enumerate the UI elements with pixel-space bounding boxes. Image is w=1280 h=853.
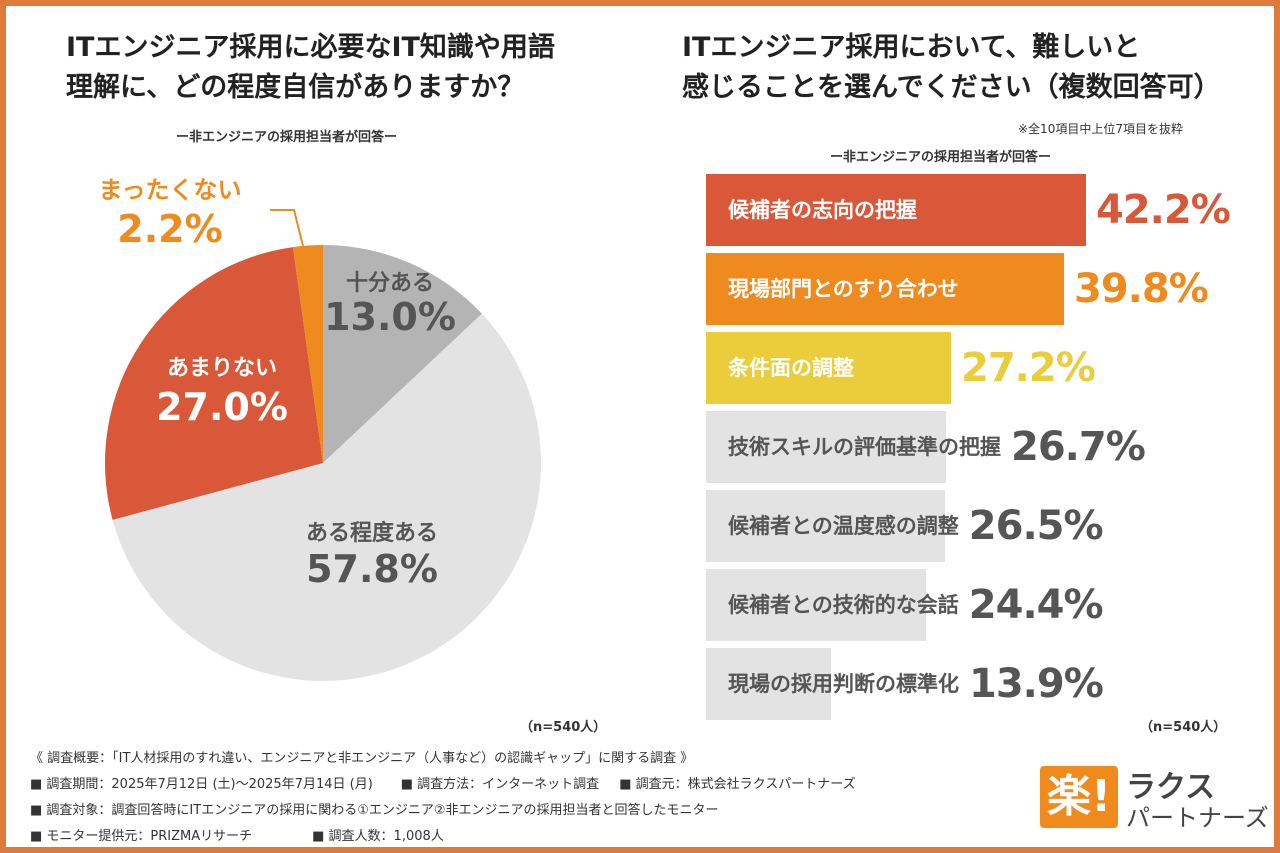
pie-value-3: 27.0% <box>156 385 288 429</box>
survey-period: ■ 調査期間：2025年7月12日 (土)〜2025年7月14日 (月) <box>30 777 373 792</box>
bar-label-2: 現場部門とのすり合わせ <box>728 277 959 301</box>
pie-slice-3 <box>105 247 323 520</box>
bar-label-4: 技術スキルの評価基準の把握 <box>728 435 1001 459</box>
survey-row-3: ■ モニター提供元：PRIZMAリサーチ ■ 調査人数：1,008人 <box>30 824 856 850</box>
bar-6 <box>706 569 926 641</box>
bar-chart-title: ITエンジニア採用において、難しいと 感じることを選んでください（複数回答可） <box>682 28 1221 108</box>
bar-5 <box>706 490 945 562</box>
bar-7 <box>706 648 831 720</box>
bar-3 <box>706 332 951 404</box>
logo-text-line2: パートナーズ <box>1126 804 1269 832</box>
pie-label-2: ある程度ある <box>306 520 438 546</box>
bar-title-line1: ITエンジニア採用において、難しいと <box>682 32 1141 63</box>
bar-label-5: 候補者との温度感の調整 <box>728 514 959 538</box>
pie-slice-4 <box>292 245 323 463</box>
bar-value-4: 26.7% <box>1011 424 1146 470</box>
pie-label-3: あまりない <box>167 356 277 381</box>
bar-row: 条件面の調整 27.2% <box>706 332 1266 404</box>
bar-value-7: 13.9% <box>969 661 1104 707</box>
bar-1 <box>706 174 1086 246</box>
pie-title-line2: 理解に、どの程度自信がありますか？ <box>66 72 525 103</box>
bar-sample-size: （n=540人） <box>1140 720 1227 735</box>
bar-label-7: 現場の採用判断の標準化 <box>728 672 959 696</box>
bar-label-1: 候補者の志向の把握 <box>728 198 917 222</box>
survey-overview: 《 調査概要：「IT人材採用のすれ違い、エンジニアと非エンジニア（人事など）の認… <box>30 746 856 850</box>
pie-label-4: まったくない <box>98 176 241 204</box>
bar-row: 候補者の志向の把握 42.2% <box>706 174 1266 246</box>
pie-slice-2 <box>112 313 541 681</box>
bar-row: 現場の採用判断の標準化 13.9% <box>706 648 1266 720</box>
survey-row-1: ■ 調査期間：2025年7月12日 (土)〜2025年7月14日 (月) ■ 調査… <box>30 772 856 798</box>
pie-label-1: 十分ある <box>346 271 434 296</box>
bar-chart-subtitle: ー非エンジニアの採用担当者が回答ー <box>830 150 1052 165</box>
rakus-partners-logo: 楽! ラクス パートナーズ <box>1040 762 1269 832</box>
survey-monitor: ■ モニター提供元：PRIZMAリサーチ <box>30 829 253 844</box>
pie-leader-line <box>270 209 304 247</box>
bar-4 <box>706 411 946 483</box>
survey-count: ■ 調査人数：1,008人 <box>312 829 444 844</box>
survey-target: ■ 調査対象：調査回答時にITエンジニアの採用に関わる①エンジニア②非エンジニア… <box>30 803 719 818</box>
bar-row: 技術スキルの評価基準の把握 26.7% <box>706 411 1266 483</box>
pie-chart-subtitle: ー非エンジニアの採用担当者が回答ー <box>176 130 398 145</box>
bar-label-6: 候補者との技術的な会話 <box>728 593 959 617</box>
survey-source: ■ 調査元：株式会社ラクスパートナーズ <box>619 777 856 792</box>
survey-method: ■ 調査方法：インターネット調査 <box>400 777 600 792</box>
bar-row: 候補者との技術的な会話 24.4% <box>706 569 1266 641</box>
logo-text-line1: ラクス <box>1126 770 1216 805</box>
bar-row: 候補者との温度感の調整 26.5% <box>706 490 1266 562</box>
logo-mark: 楽! <box>1040 766 1118 828</box>
bar-label-3: 条件面の調整 <box>728 356 854 380</box>
pie-value-1: 13.0% <box>324 295 456 339</box>
pie-title-line1: ITエンジニア採用に必要なIT知識や用語 <box>66 32 555 63</box>
bar-title-line2: 感じることを選んでください（複数回答可） <box>682 72 1221 103</box>
pie-chart-title: ITエンジニア採用に必要なIT知識や用語 理解に、どの程度自信がありますか？ <box>66 28 555 108</box>
bar-row: 現場部門とのすり合わせ 39.8% <box>706 253 1266 325</box>
bar-value-3: 27.2% <box>961 345 1096 391</box>
survey-heading: 《 調査概要：「IT人材採用のすれ違い、エンジニアと非エンジニア（人事など）の認… <box>30 751 694 766</box>
pie-value-2: 57.8% <box>306 547 438 591</box>
pie-sample-size: （n=540人） <box>520 720 607 735</box>
bar-value-6: 24.4% <box>968 582 1104 628</box>
pie-value-4: 2.2% <box>117 207 222 251</box>
bar-value-2: 39.8% <box>1074 266 1209 312</box>
bar-chart-note: ※全10項目中上位7項目を抜粋 <box>1018 122 1183 136</box>
bar-value-1: 42.2% <box>1096 187 1231 233</box>
pie-slice-1 <box>323 245 482 463</box>
bar-2 <box>706 253 1064 325</box>
bar-value-5: 26.5% <box>968 503 1104 549</box>
